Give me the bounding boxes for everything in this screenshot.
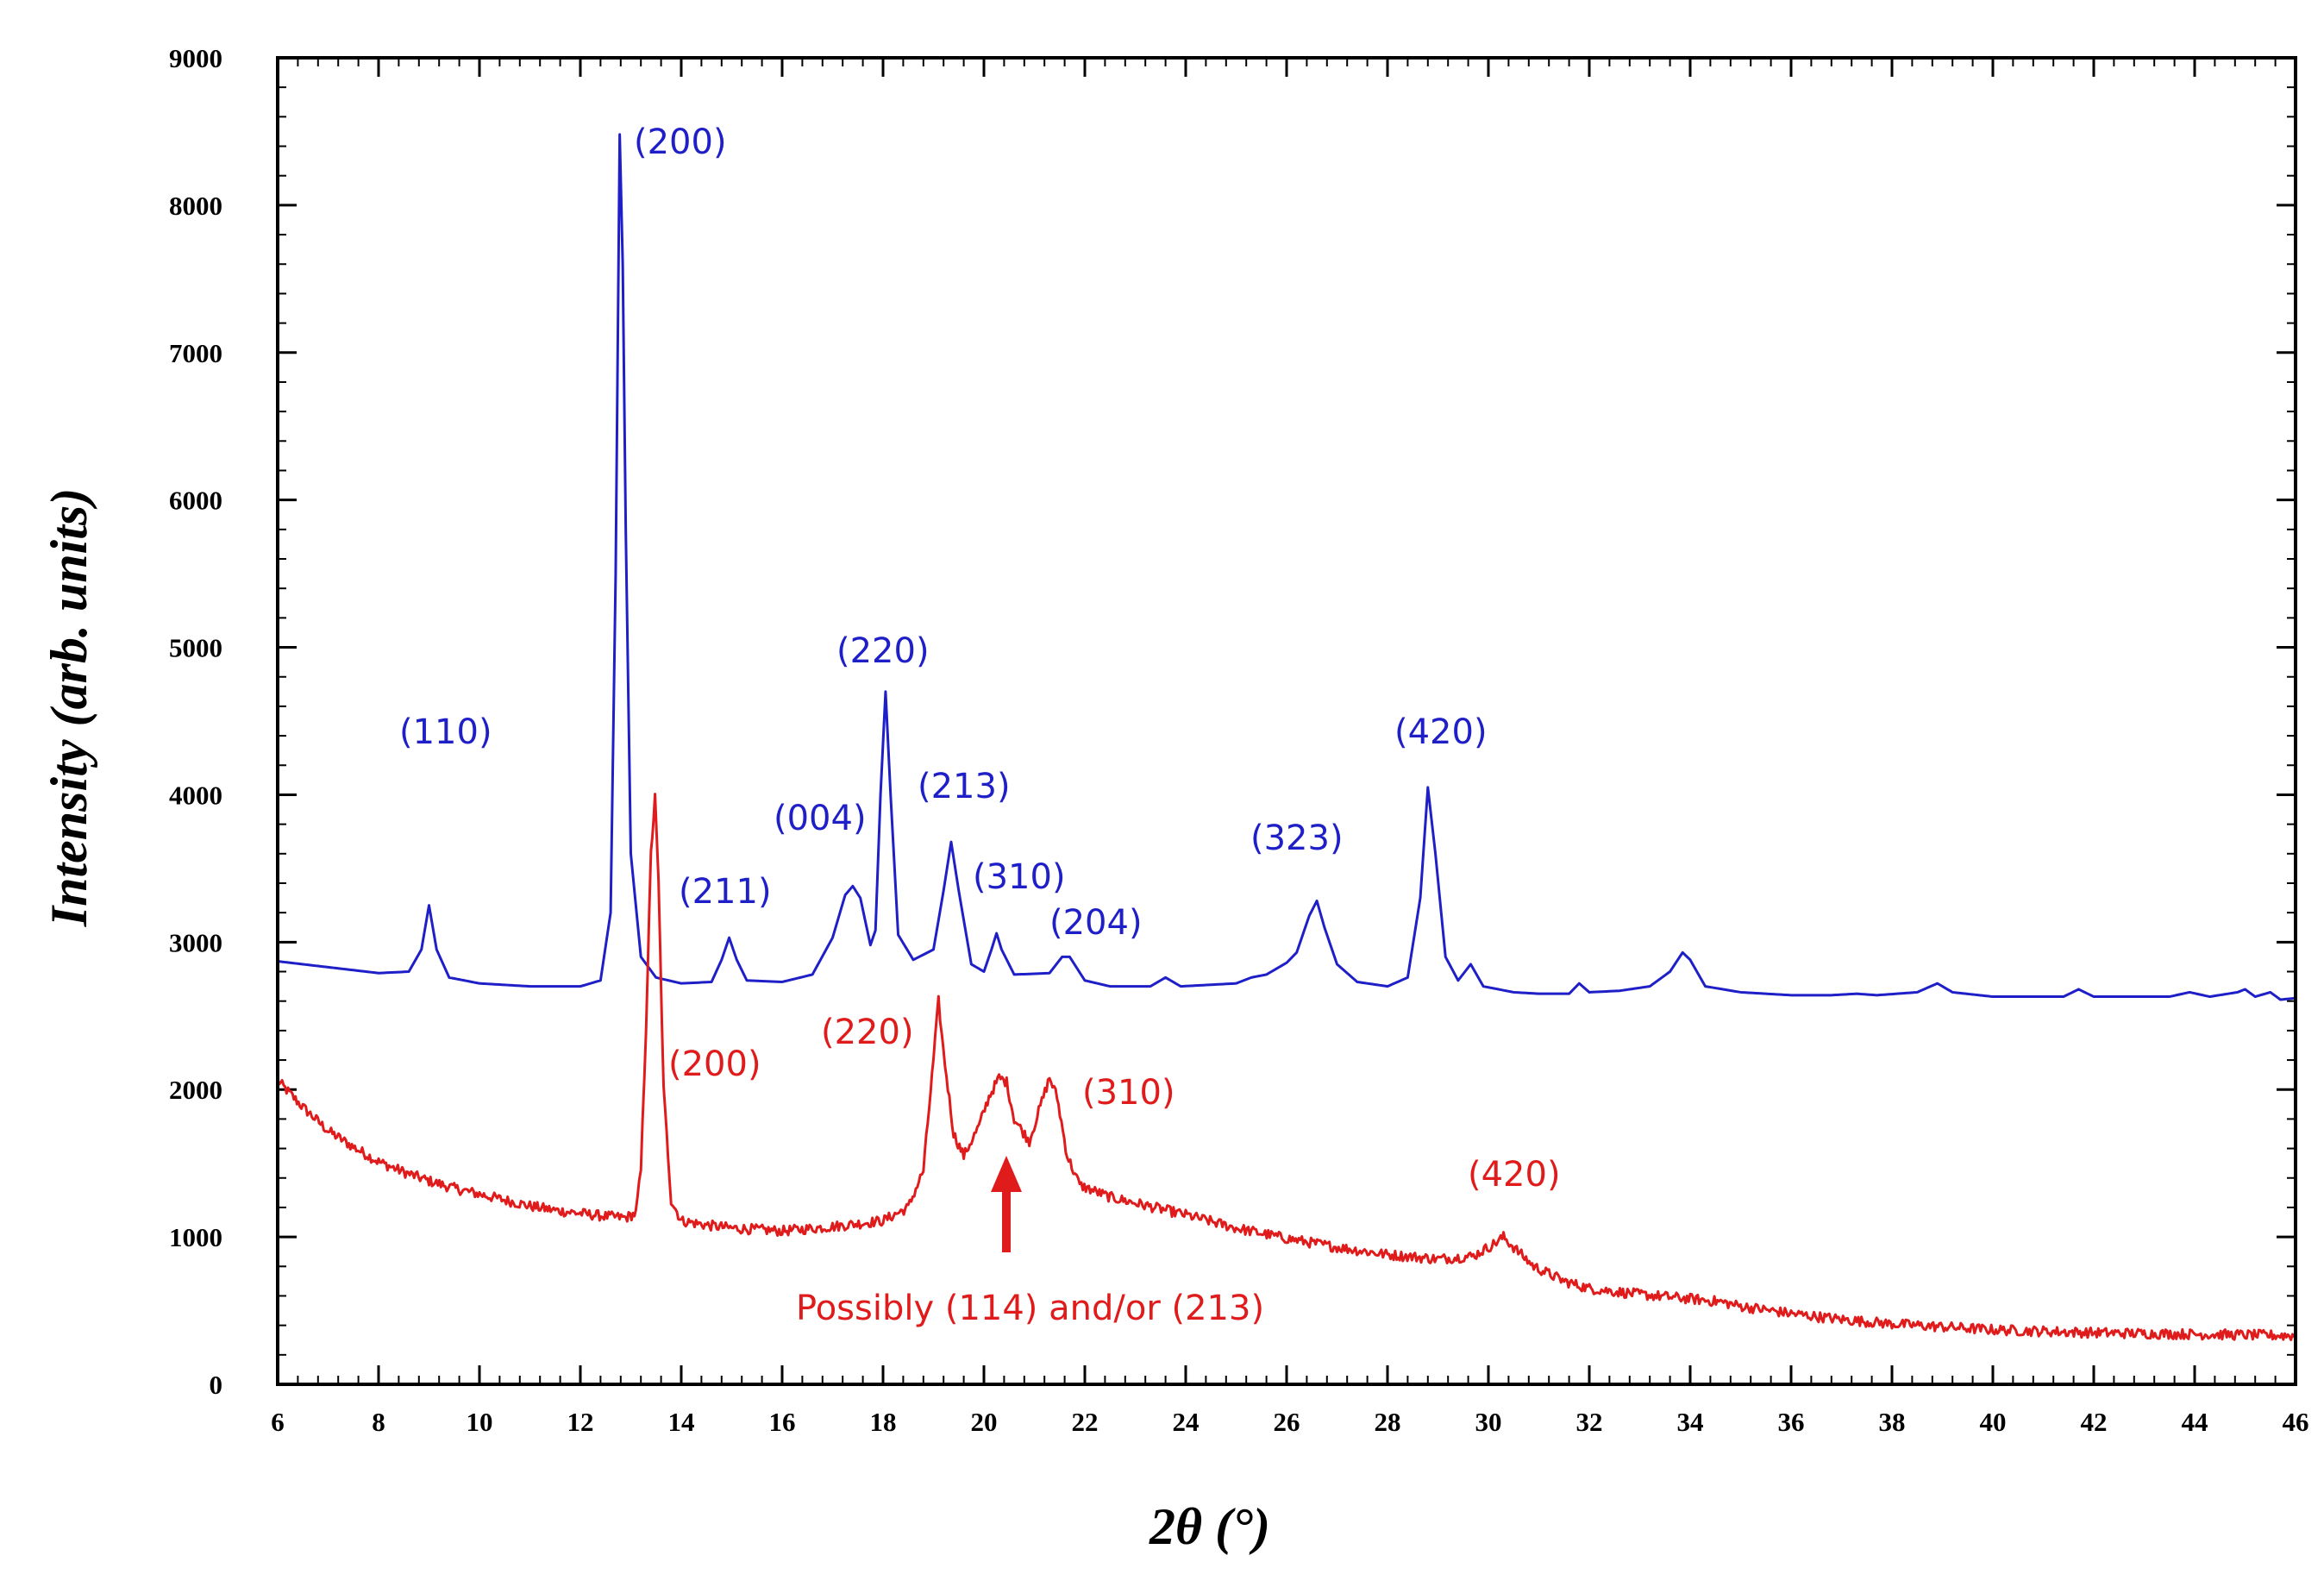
blue-label-310: (310): [973, 857, 1066, 897]
blue-label-213: (213): [918, 767, 1011, 806]
x-tick-label: 14: [668, 1407, 695, 1437]
x-tick-label: 6: [271, 1407, 285, 1437]
blue-label-110: (110): [399, 712, 492, 752]
blue-label-004: (004): [774, 799, 867, 838]
y-tick-label: 5000: [169, 633, 222, 663]
y-tick-label: 9000: [169, 43, 222, 73]
red-label-possibly: Possibly (114) and/or (213): [796, 1289, 1264, 1328]
red-label-200: (200): [668, 1044, 761, 1084]
x-tick-label: 20: [971, 1407, 998, 1437]
red-label-420: (420): [1468, 1155, 1561, 1195]
x-tick-label: 10: [467, 1407, 493, 1437]
major-ticks: [276, 56, 2297, 1386]
x-tick-label: 36: [1778, 1407, 1805, 1437]
x-tick-label: 24: [1173, 1407, 1200, 1437]
x-tick-label: 30: [1475, 1407, 1502, 1437]
blue-label-211: (211): [679, 872, 772, 912]
y-tick-label: 6000: [169, 486, 222, 516]
red-arrow-head: [991, 1156, 1022, 1192]
red-series-line: [276, 793, 2296, 1341]
y-tick-label: 1000: [169, 1222, 222, 1252]
x-tick-label: 32: [1576, 1407, 1603, 1437]
blue-label-323: (323): [1250, 819, 1344, 858]
x-tick-label: 12: [567, 1407, 594, 1437]
series-layer: [276, 133, 2296, 1341]
x-tick-label: 42: [2081, 1407, 2108, 1437]
x-axis-title: 2θ (°): [1149, 1498, 1270, 1555]
x-tick-label: 26: [1274, 1407, 1300, 1437]
y-tick-label: 4000: [169, 780, 222, 810]
y-axis-title: Intensity (arb. units): [41, 488, 97, 927]
minor-ticks: [277, 57, 2296, 1385]
red-label-220: (220): [821, 1013, 914, 1052]
x-tick-label: 22: [1072, 1407, 1099, 1437]
blue-series-line: [277, 133, 2296, 1001]
y-tick-label: 0: [210, 1370, 223, 1400]
plot-frame: [276, 56, 2297, 1386]
y-tick-label: 3000: [169, 927, 222, 957]
x-tick-label: 38: [1879, 1407, 1906, 1437]
x-tick-label: 44: [2182, 1407, 2208, 1437]
blue-label-420: (420): [1394, 712, 1488, 752]
y-tick-label: 2000: [169, 1075, 222, 1105]
x-tick-label: 18: [870, 1407, 897, 1437]
y-tick-labels: 0 1000 2000 3000 4000 5000 6000 7000 8000 9000: [169, 43, 222, 1400]
x-tick-label: 8: [372, 1407, 385, 1437]
blue-label-204: (204): [1049, 903, 1143, 943]
x-tick-label: 46: [2283, 1407, 2309, 1437]
y-tick-label: 8000: [169, 191, 222, 221]
blue-label-220: (220): [836, 631, 930, 671]
x-tick-label: 40: [1980, 1407, 2007, 1437]
blue-label-200: (200): [634, 122, 727, 162]
x-tick-label: 16: [769, 1407, 796, 1437]
red-label-310: (310): [1082, 1073, 1175, 1113]
x-tick-labels: 6 8 10 12 14 16 18 20 22 24 26 28 30 32 34 36 38 40 42 44 46: [271, 1407, 2308, 1437]
y-tick-label: 7000: [169, 338, 222, 368]
x-tick-label: 28: [1375, 1407, 1401, 1437]
x-tick-label: 34: [1677, 1407, 1704, 1437]
arrow-layer: [991, 1156, 1022, 1252]
